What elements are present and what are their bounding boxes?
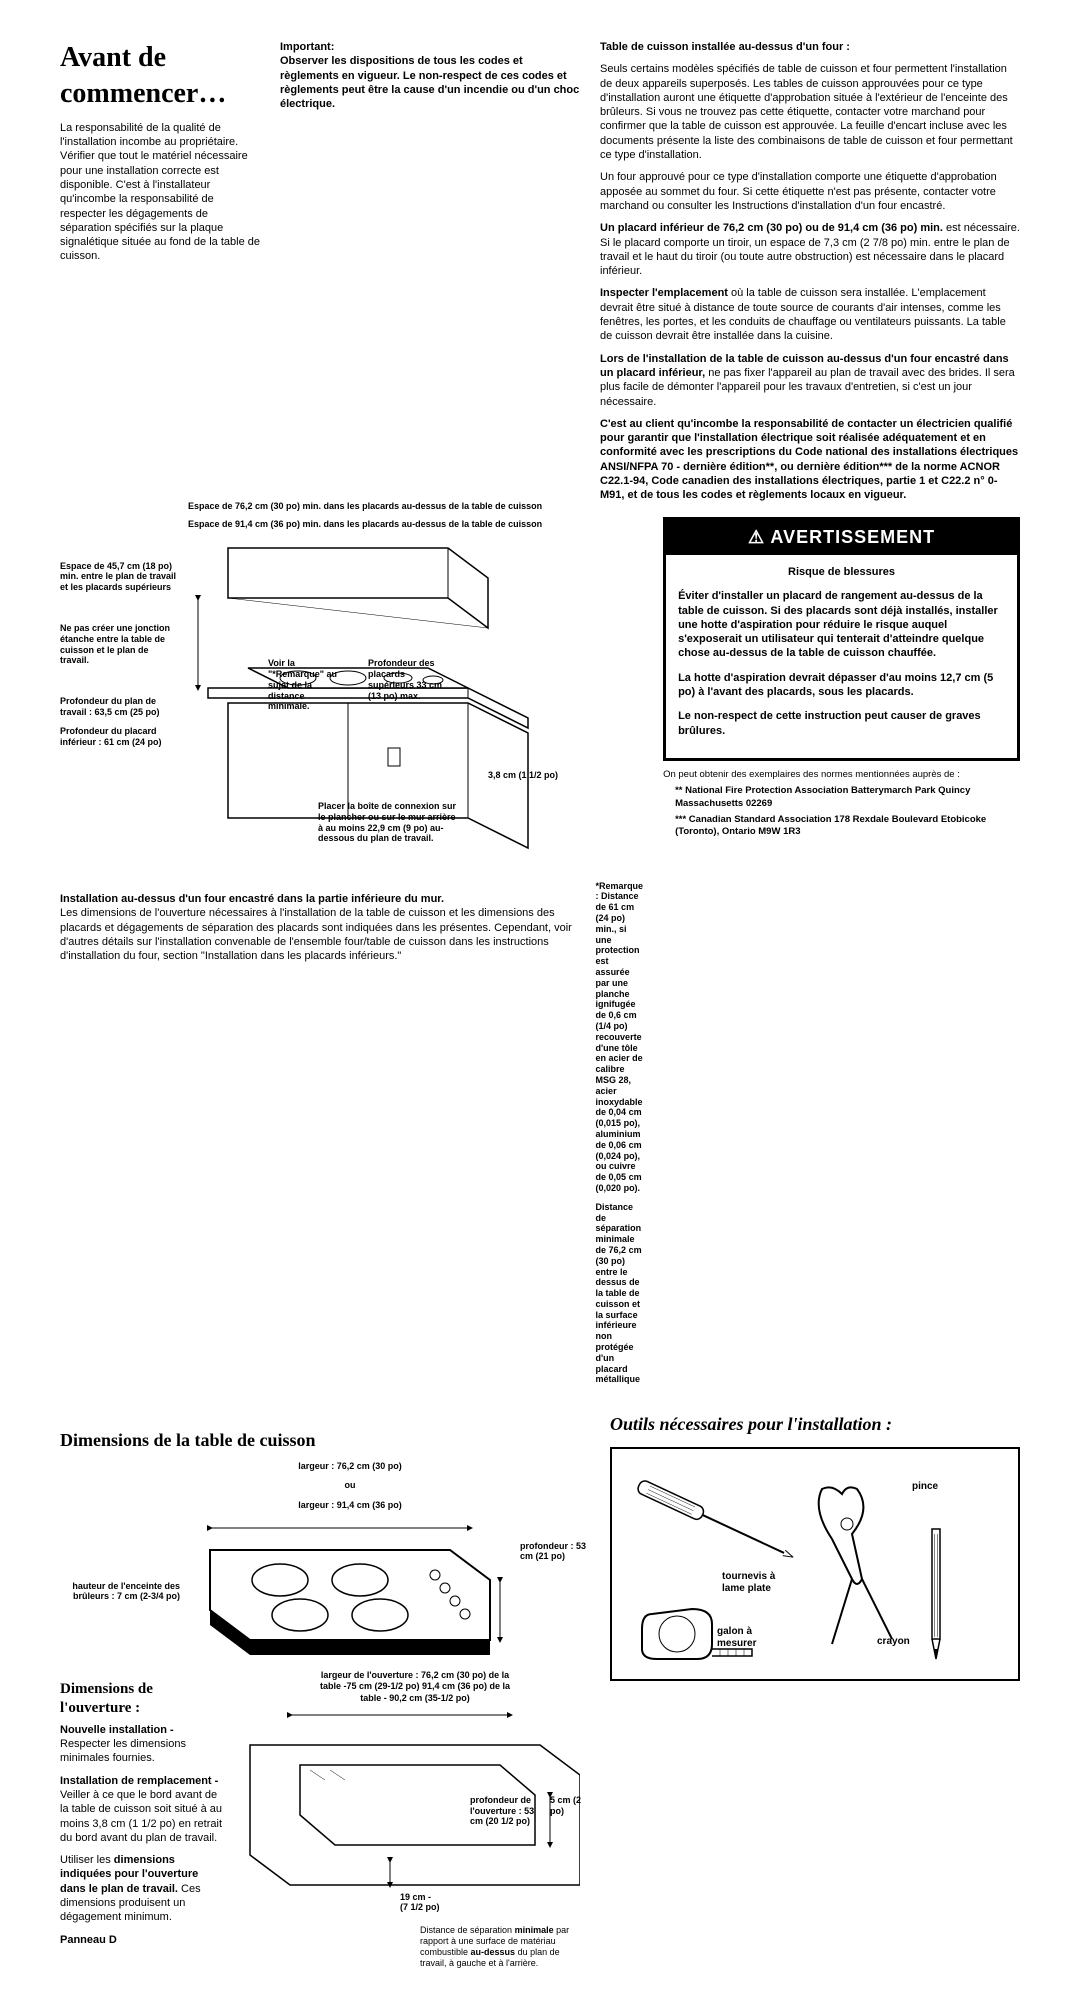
svg-text:pince: pince bbox=[912, 1481, 939, 1492]
d3-sep-note: Distance de séparation minimale par rapp… bbox=[420, 1925, 570, 1968]
dim-title: Dimensions de la table de cuisson bbox=[60, 1429, 590, 1452]
svg-text:crayon: crayon bbox=[877, 1636, 910, 1647]
important-text: Observer les dispositions de tous les co… bbox=[280, 55, 579, 110]
panel-label: Panneau D bbox=[60, 1933, 225, 1947]
norm2: *** Canadian Standard Association 178 Re… bbox=[663, 814, 1020, 839]
opening-title: Dimensions de l'ouverture : bbox=[60, 1680, 225, 1719]
svg-text:lame plate: lame plate bbox=[722, 1583, 771, 1594]
right-p6: C'est au client qu'incombe la responsabi… bbox=[600, 417, 1020, 503]
middle-column: Important: Observer les dispositions de … bbox=[280, 40, 580, 119]
d3-opening-width: largeur de l'ouverture : 76,2 cm (30 po)… bbox=[315, 1670, 515, 1705]
below-diag-text: Les dimensions de l'ouverture nécessaire… bbox=[60, 907, 572, 962]
d2-width1: largeur : 76,2 cm (30 po) bbox=[190, 1461, 510, 1473]
tools-diagram: pince tournevis à lame plate bbox=[610, 1447, 1020, 1681]
warning-column: ⚠ AVERTISSEMENT Risque de blessures Évit… bbox=[663, 501, 1020, 843]
warning-subheader: Risque de blessures bbox=[678, 565, 1005, 579]
bottom-section: Dimensions de la table de cuisson hauteu… bbox=[60, 1413, 1020, 1976]
right-p2: Un four approuvé pour ce type d'installa… bbox=[600, 170, 1020, 213]
right-p3a: Un placard inférieur de 76,2 cm (30 po) … bbox=[600, 222, 943, 234]
important-heading: Important: bbox=[280, 41, 334, 53]
top-section: Avant de commencer… La responsabilité de… bbox=[60, 40, 1020, 511]
diagram1-area: Espace de 45,7 cm (18 po) min. entre le … bbox=[60, 501, 576, 972]
svg-text:galon à: galon à bbox=[717, 1626, 752, 1637]
d1-left4: Profondeur du placard inférieur : 61 cm … bbox=[60, 726, 180, 748]
opening-rep-t: Veiller à ce que le bord avant de la tab… bbox=[60, 1789, 222, 1844]
diagram1-row: Espace de 45,7 cm (18 po) min. entre le … bbox=[60, 501, 1020, 1394]
svg-text:tournevis à: tournevis à bbox=[722, 1571, 776, 1582]
remarque1: *Remarque : Distance de 61 cm (24 po) mi… bbox=[596, 881, 644, 1194]
d1-left3: Profondeur du plan de travail : 63,5 cm … bbox=[60, 696, 180, 718]
d2-width2: largeur : 91,4 cm (36 po) bbox=[190, 1500, 510, 1512]
opening-new-h: Nouvelle installation - bbox=[60, 1724, 174, 1736]
d1-top1: Espace de 76,2 cm (30 po) min. dans les … bbox=[188, 501, 576, 512]
cooktop-top-diagram bbox=[190, 1520, 510, 1660]
d2-width-or: ou bbox=[190, 1480, 510, 1492]
d1-mid2: Profondeur des placards supérieurs 33 cm… bbox=[368, 658, 448, 712]
right-p4a: Inspecter l'emplacement bbox=[600, 287, 728, 299]
tools-area: Outils nécessaires pour l'installation :… bbox=[610, 1413, 1020, 1976]
svg-text:mesurer: mesurer bbox=[717, 1638, 757, 1649]
remarque-area: *Remarque : Distance de 61 cm (24 po) mi… bbox=[596, 501, 644, 1394]
below-diag-heading: Installation au-dessus d'un four encastr… bbox=[60, 893, 444, 905]
opening-new-t: Respecter les dimensions minimales fourn… bbox=[60, 1738, 186, 1764]
warning-p1: Éviter d'installer un placard de rangeme… bbox=[678, 589, 1005, 660]
main-title: Avant de commencer… bbox=[60, 40, 260, 113]
opening-rep-h: Installation de remplacement - bbox=[60, 1775, 218, 1787]
norm1: ** National Fire Protection Association … bbox=[663, 785, 1020, 810]
d3-depth: profondeur de l'ouverture : 53 cm (20 1/… bbox=[470, 1795, 540, 1827]
right-column: Table de cuisson installée au-dessus d'u… bbox=[600, 40, 1020, 511]
right-p1: Seuls certains modèles spécifiés de tabl… bbox=[600, 62, 1020, 162]
right-heading: Table de cuisson installée au-dessus d'u… bbox=[600, 40, 1020, 54]
d3-gap: 5 cm (2 po) bbox=[550, 1795, 590, 1827]
warning-header: ⚠ AVERTISSEMENT bbox=[666, 520, 1017, 555]
dimensions-area: Dimensions de la table de cuisson hauteu… bbox=[60, 1413, 590, 1976]
opening-dims-text: Utiliser les dimensions indiquées pour l… bbox=[60, 1853, 225, 1924]
tools-title: Outils nécessaires pour l'installation : bbox=[610, 1413, 1020, 1436]
diagram1-left-labels: Espace de 45,7 cm (18 po) min. entre le … bbox=[60, 501, 180, 853]
d1-top2: Espace de 91,4 cm (36 po) min. dans les … bbox=[188, 519, 576, 530]
burner-height: hauteur de l'enceinte des brûleurs : 7 c… bbox=[60, 1581, 180, 1603]
intro-paragraph: La responsabilité de la qualité de l'ins… bbox=[60, 121, 260, 264]
remarque2: Distance de séparation minimale de 76,2 … bbox=[596, 1202, 644, 1386]
warning-p2: La hotte d'aspiration devrait dépasser d… bbox=[678, 671, 1005, 700]
svg-text:19 cm -: 19 cm - bbox=[400, 1892, 431, 1902]
d1-bottom: Placer la boîte de connexion sur le plan… bbox=[318, 801, 458, 844]
d1-right1: 3,8 cm (1 1/2 po) bbox=[488, 770, 576, 781]
svg-text:(7 1/2 po): (7 1/2 po) bbox=[400, 1902, 440, 1912]
norms-intro: On peut obtenir des exemplaires des norm… bbox=[663, 769, 1020, 781]
d2-depth: profondeur : 53 cm (21 po) bbox=[520, 1541, 590, 1563]
d1-left2: Ne pas créer une jonction étanche entre … bbox=[60, 623, 180, 666]
warning-p3: Le non-respect de cette instruction peut… bbox=[678, 709, 1005, 738]
warning-box: ⚠ AVERTISSEMENT Risque de blessures Évit… bbox=[663, 517, 1020, 761]
d1-mid1: Voir la "*Remarque" au sujet de la dista… bbox=[268, 658, 348, 712]
d1-left1: Espace de 45,7 cm (18 po) min. entre le … bbox=[60, 561, 180, 593]
left-column: Avant de commencer… La responsabilité de… bbox=[60, 40, 260, 272]
